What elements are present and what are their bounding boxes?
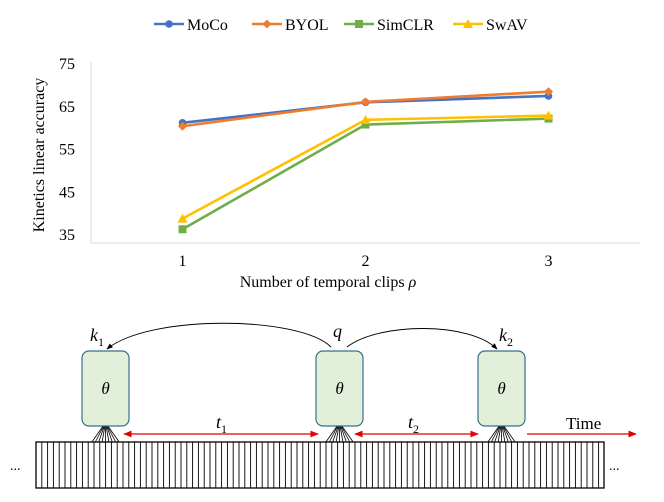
data-point-simclr bbox=[361, 120, 370, 129]
clip-connector-k2 bbox=[487, 425, 516, 443]
connector-line bbox=[490, 425, 501, 443]
gap1-subscript: 1 bbox=[221, 422, 227, 436]
encoder-theta-q: θ bbox=[335, 379, 343, 398]
connector-line bbox=[106, 425, 117, 443]
series-line-simclr bbox=[181, 117, 549, 231]
connector-line bbox=[325, 425, 338, 443]
x-axis-label-text: Number of temporal clips bbox=[240, 274, 405, 291]
y-tick-labels: 35 45 55 65 75 bbox=[59, 56, 75, 244]
data-point-byol bbox=[361, 97, 370, 107]
clip-connector-k1 bbox=[91, 425, 120, 443]
x-tick-labels: 1 2 3 bbox=[179, 253, 553, 270]
encoder-theta-k2: θ bbox=[497, 379, 505, 398]
legend-marker-simclr bbox=[355, 20, 363, 28]
data-point-simclr bbox=[178, 225, 187, 234]
series-byol bbox=[178, 87, 553, 131]
connector-line bbox=[328, 425, 339, 443]
time-label: Time bbox=[566, 414, 601, 433]
y-tick-label: 65 bbox=[59, 99, 75, 116]
x-tick-label: 1 bbox=[179, 253, 187, 270]
data-point-swav bbox=[177, 213, 188, 223]
y-tick-label: 55 bbox=[59, 142, 75, 159]
legend-item-moco: MoCo bbox=[154, 17, 228, 34]
encoder-box-k1 bbox=[81, 350, 130, 427]
x-axis-label: Number of temporal clips ρ bbox=[240, 274, 417, 291]
legend-label-simclr: SimCLR bbox=[377, 17, 434, 34]
connector-line bbox=[497, 425, 502, 443]
connector-line bbox=[503, 425, 516, 443]
query-label: q bbox=[333, 321, 342, 341]
connector-line bbox=[502, 425, 513, 443]
connector-line bbox=[340, 425, 351, 443]
connector-line bbox=[106, 425, 113, 443]
series-swav bbox=[177, 110, 554, 223]
left-ellipsis: ... bbox=[10, 459, 21, 474]
key2-symbol: k bbox=[499, 325, 508, 345]
connector-line bbox=[341, 425, 354, 443]
gap1-symbol: t bbox=[216, 412, 222, 432]
key2-label: k2 bbox=[499, 325, 513, 349]
legend-label-byol: BYOL bbox=[285, 17, 329, 34]
y-tick-label: 45 bbox=[59, 184, 75, 201]
connector-line bbox=[494, 425, 501, 443]
connector-line bbox=[335, 425, 340, 443]
connector-line bbox=[340, 425, 347, 443]
gap-label-t2: t2 bbox=[408, 412, 419, 436]
gap-label-t1: t1 bbox=[216, 412, 227, 436]
legend-item-simclr: SimCLR bbox=[344, 17, 434, 34]
y-tick-label: 75 bbox=[59, 56, 75, 73]
arrow-query-to-key2 bbox=[346, 328, 498, 350]
data-point-swav bbox=[360, 114, 371, 124]
arrow-query-to-key1 bbox=[106, 322, 332, 350]
gap2-symbol: t bbox=[408, 412, 414, 432]
legend-label-swav: SwAV bbox=[486, 17, 528, 34]
key1-subscript: 1 bbox=[98, 335, 104, 349]
connector-line bbox=[91, 425, 104, 443]
legend-marker-byol bbox=[262, 19, 272, 29]
x-tick-label: 2 bbox=[362, 253, 370, 270]
legend-label-moco: MoCo bbox=[187, 17, 228, 34]
chart-series bbox=[177, 87, 554, 234]
connector-line bbox=[501, 425, 506, 443]
encoder-box-q bbox=[315, 350, 364, 427]
series-line-swav bbox=[181, 114, 549, 220]
data-point-swav bbox=[543, 110, 554, 120]
encoder-theta-k1: θ bbox=[101, 379, 109, 398]
connector-line bbox=[339, 425, 344, 443]
key1-symbol: k bbox=[90, 325, 99, 345]
chart-legend: MoCo BYOL SimCLR SwAV bbox=[154, 17, 528, 34]
connector-line bbox=[502, 425, 509, 443]
y-axis-label: Kinetics linear accuracy bbox=[31, 78, 48, 233]
legend-marker-moco bbox=[165, 20, 173, 28]
connector-line bbox=[98, 425, 105, 443]
connector-line bbox=[332, 425, 339, 443]
connector-line bbox=[105, 425, 110, 443]
connector-line bbox=[101, 425, 106, 443]
legend-item-byol: BYOL bbox=[252, 17, 329, 34]
data-point-byol bbox=[544, 87, 553, 97]
right-ellipsis: ... bbox=[609, 459, 620, 474]
data-point-byol bbox=[178, 121, 187, 131]
gap2-subscript: 2 bbox=[413, 422, 419, 436]
key2-subscript: 2 bbox=[507, 335, 513, 349]
connector-line bbox=[487, 425, 500, 443]
video-frame-strip bbox=[35, 441, 605, 489]
y-tick-label: 35 bbox=[59, 227, 75, 244]
x-axis-label-symbol: ρ bbox=[408, 274, 417, 291]
connector-line bbox=[94, 425, 105, 443]
connector-line bbox=[107, 425, 120, 443]
line-chart: MoCo BYOL SimCLR SwAV Kinetics linear accur… bbox=[31, 17, 640, 291]
x-tick-label: 3 bbox=[545, 253, 553, 270]
clip-frame-connectors bbox=[91, 425, 516, 443]
temporal-clips-diagram: ... ... θ θ θ k1 q k2 t1 t2 Time bbox=[10, 321, 637, 489]
series-simclr bbox=[178, 114, 553, 234]
legend-marker-swav bbox=[463, 19, 473, 28]
key1-label: k1 bbox=[90, 325, 104, 349]
clip-connector-q bbox=[325, 425, 354, 443]
encoder-box-k2 bbox=[477, 350, 526, 427]
legend-item-swav: SwAV bbox=[453, 17, 528, 34]
